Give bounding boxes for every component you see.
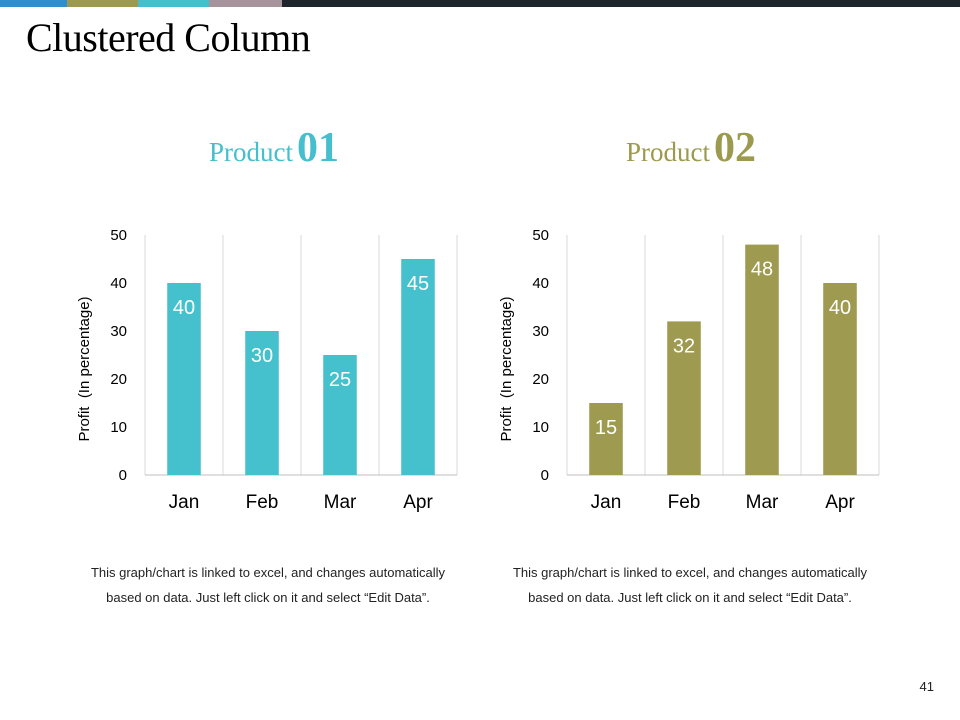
top-bar-segment-2 — [67, 0, 138, 7]
product-02-y-tick-label: 30 — [532, 323, 549, 340]
product-01-y-tick-label: 20 — [110, 371, 127, 388]
product-02-data-label-feb: 32 — [673, 335, 695, 357]
slide-title: Clustered Column — [26, 15, 311, 60]
product-02-data-label-mar: 48 — [751, 259, 773, 281]
top-bar-segment-3 — [138, 0, 209, 7]
product-02-y-tick-label: 0 — [541, 467, 549, 484]
product-01-bar-feb — [245, 331, 279, 475]
product-01-heading-number: 01 — [297, 125, 339, 171]
product-01-heading-word: Product — [209, 137, 293, 167]
product-02-heading-word: Product — [626, 137, 710, 167]
product-02-heading: Product 02 — [541, 124, 841, 172]
product-01-data-label-mar: 25 — [329, 369, 351, 391]
page-number: 41 — [919, 679, 934, 694]
product-02-y-tick-label: 10 — [532, 419, 549, 436]
product-01-y-tick-label: 40 — [110, 275, 127, 292]
product-02-y-tick-label: 40 — [532, 275, 549, 292]
product-01-x-tick-label: Jan — [169, 492, 200, 513]
product-02-caption: This graph/chart is linked to excel, and… — [512, 565, 868, 605]
product-01-x-tick-label: Apr — [403, 492, 433, 513]
product-01-data-label-jan: 40 — [173, 297, 195, 319]
product-01-y-axis-label: Profit (In percentage) — [76, 296, 93, 441]
product-01-chart[interactable]: 0 10 20 30 40 50 Profit (In percentage) 40 Jan 30… — [40, 215, 460, 525]
product-01-bar-mar — [323, 355, 357, 475]
product-02-bar-jan — [589, 403, 623, 475]
product-02-x-tick-label: Feb — [668, 492, 701, 513]
product-01-data-label-apr: 45 — [407, 273, 429, 295]
product-01-bar-jan — [167, 283, 201, 475]
product-02-bar-feb — [667, 321, 701, 475]
top-bar-segment-5 — [282, 0, 960, 7]
product-01-x-tick-label: Feb — [246, 492, 279, 513]
product-01-bar-apr — [401, 259, 435, 475]
product-02-data-label-apr: 40 — [829, 297, 851, 319]
product-02-y-axis-label: Profit (In percentage) — [498, 296, 515, 441]
product-01-y-tick-label: 50 — [110, 227, 127, 244]
product-02-x-tick-label: Jan — [591, 492, 622, 513]
top-bar-segment-4 — [209, 0, 282, 7]
product-01-data-label-feb: 30 — [251, 345, 273, 367]
product-02-data-label-jan: 15 — [595, 417, 617, 439]
product-01-y-tick-label: 0 — [119, 467, 127, 484]
product-01-y-tick-label: 30 — [110, 323, 127, 340]
product-01-x-tick-label: Mar — [324, 492, 357, 513]
product-01-heading: Product 01 — [124, 124, 424, 172]
product-02-y-tick-label: 50 — [532, 227, 549, 244]
product-02-chart[interactable]: 0 10 20 30 40 50 Profit (In percentage) 15 Jan 32… — [462, 215, 882, 525]
product-02-heading-number: 02 — [714, 125, 756, 171]
product-02-x-tick-label: Mar — [746, 492, 779, 513]
product-02-bar-apr — [823, 283, 857, 475]
product-02-y-tick-label: 20 — [532, 371, 549, 388]
product-02-x-tick-label: Apr — [825, 492, 855, 513]
product-01-caption: This graph/chart is linked to excel, and… — [90, 565, 446, 605]
product-02-bar-mar — [745, 244, 779, 475]
product-01-y-tick-label: 10 — [110, 419, 127, 436]
top-bar-segment-1 — [0, 0, 67, 7]
top-color-bar — [0, 0, 960, 7]
